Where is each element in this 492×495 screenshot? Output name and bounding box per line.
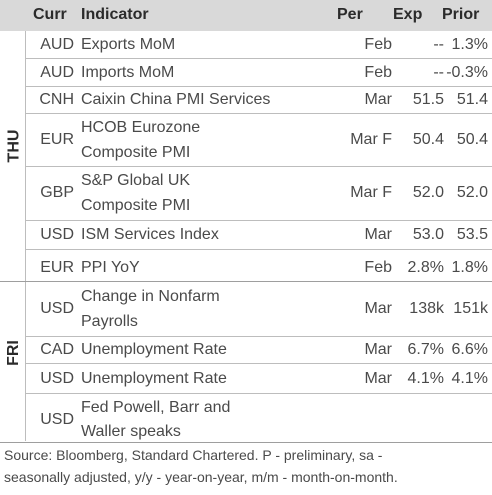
cell-curr: CNH — [39, 91, 74, 108]
row-divider — [26, 220, 492, 221]
header-exp: Exp — [393, 6, 423, 23]
source-footnote: Source: Bloomberg, Standard Chartered. P… — [0, 441, 492, 495]
cell-indicator-line2: Waller speaks — [81, 423, 181, 440]
table-bottom-border — [0, 442, 492, 443]
row-divider — [26, 336, 492, 337]
header-curr: Curr — [33, 6, 67, 23]
group-divider — [25, 31, 26, 441]
cell-prior: 52.0 — [456, 184, 488, 201]
table-row: AUD Imports MoM Feb -- -0.3% — [26, 60, 492, 85]
cell-period: Mar F — [350, 131, 392, 148]
cell-expected: 53.0 — [412, 226, 444, 243]
cell-indicator: S&P Global UK — [81, 172, 191, 189]
cell-prior: 151k — [453, 300, 488, 317]
cell-prior: 4.1% — [451, 370, 488, 387]
cell-indicator: Fed Powell, Barr and — [81, 399, 231, 416]
cell-prior: 6.6% — [451, 341, 488, 358]
table-row: USD Unemployment Rate Mar 4.1% 4.1% — [26, 366, 492, 391]
cell-curr: CAD — [40, 341, 74, 358]
table-row: EUR HCOB Eurozone Composite PMI Mar F 50… — [26, 115, 492, 165]
cell-period: Feb — [364, 36, 392, 53]
cell-expected: 4.1% — [407, 370, 444, 387]
cell-expected: -- — [433, 64, 444, 81]
row-divider — [26, 86, 492, 87]
cell-curr: USD — [40, 411, 74, 428]
cell-indicator-line2: Payrolls — [81, 313, 138, 330]
cell-period: Mar — [364, 91, 392, 108]
cell-indicator: Unemployment Rate — [81, 341, 227, 358]
cell-prior: 51.4 — [456, 91, 488, 108]
cell-indicator: Unemployment Rate — [81, 370, 227, 387]
cell-expected: 138k — [409, 300, 444, 317]
cell-prior: -0.3% — [446, 64, 488, 81]
cell-indicator: Imports MoM — [81, 64, 175, 81]
cell-prior: 50.4 — [456, 131, 488, 148]
table-row: AUD Exports MoM Feb -- 1.3% — [26, 32, 492, 57]
row-divider — [26, 166, 492, 167]
table-row: USD Fed Powell, Barr and Waller speaks — [26, 395, 492, 441]
table-row: USD Change in Nonfarm Payrolls Mar 138k … — [26, 284, 492, 334]
cell-period: Mar — [364, 300, 392, 317]
cell-indicator-line2: Composite PMI — [81, 144, 191, 161]
cell-indicator: PPI YoY — [81, 259, 140, 276]
cell-curr: GBP — [40, 184, 74, 201]
cell-curr: EUR — [40, 131, 74, 148]
row-divider — [26, 113, 492, 114]
cell-expected: 2.8% — [407, 259, 444, 276]
cell-indicator-line2: Composite PMI — [81, 197, 191, 214]
footnote-line-1: Source: Bloomberg, Standard Chartered. P… — [4, 447, 383, 463]
table-row: GBP S&P Global UK Composite PMI Mar F 52… — [26, 168, 492, 218]
cell-prior: 1.3% — [451, 36, 488, 53]
cell-period: Feb — [364, 259, 392, 276]
table-row: CNH Caixin China PMI Services Mar 51.5 5… — [26, 87, 492, 112]
cell-period: Feb — [364, 64, 392, 81]
cell-indicator: HCOB Eurozone — [81, 119, 201, 136]
row-divider — [26, 393, 492, 394]
table-row: CAD Unemployment Rate Mar 6.7% 6.6% — [26, 337, 492, 362]
cell-curr: USD — [40, 370, 74, 387]
header-per: Per — [337, 6, 363, 23]
cell-prior: 53.5 — [456, 226, 488, 243]
cell-curr: AUD — [40, 64, 74, 81]
footnote-line-2: seasonally adjusted, y/y - year-on-year,… — [4, 469, 398, 485]
cell-curr: USD — [40, 226, 74, 243]
cell-prior: 1.8% — [451, 259, 488, 276]
cell-curr: EUR — [40, 259, 74, 276]
cell-indicator: Exports MoM — [81, 36, 176, 53]
row-divider — [26, 58, 492, 59]
cell-indicator: Caixin China PMI Services — [81, 91, 271, 108]
cell-expected: 52.0 — [412, 184, 444, 201]
header-prior: Prior — [442, 6, 480, 23]
cell-period: Mar — [364, 370, 392, 387]
cell-indicator: Change in Nonfarm — [81, 288, 220, 305]
table-header: Curr Indicator Per Exp Prior — [0, 0, 492, 31]
cell-expected: 6.7% — [407, 341, 444, 358]
cell-expected: 50.4 — [412, 131, 444, 148]
table-row: USD ISM Services Index Mar 53.0 53.5 — [26, 222, 492, 247]
header-indicator: Indicator — [81, 6, 149, 23]
cell-indicator: ISM Services Index — [81, 226, 219, 243]
cell-curr: USD — [40, 300, 74, 317]
cell-period: Mar — [364, 226, 392, 243]
cell-expected: -- — [433, 36, 444, 53]
cell-expected: 51.5 — [412, 91, 444, 108]
group-label-thu: THU — [5, 129, 23, 163]
group-label-fri: FRI — [5, 340, 22, 366]
row-divider — [26, 363, 492, 364]
cell-curr: AUD — [40, 36, 74, 53]
row-divider — [26, 249, 492, 250]
cell-period: Mar — [364, 341, 392, 358]
cell-period: Mar F — [350, 184, 392, 201]
table-row: EUR PPI YoY Feb 2.8% 1.8% — [26, 255, 492, 280]
group-divider-line — [0, 281, 492, 282]
